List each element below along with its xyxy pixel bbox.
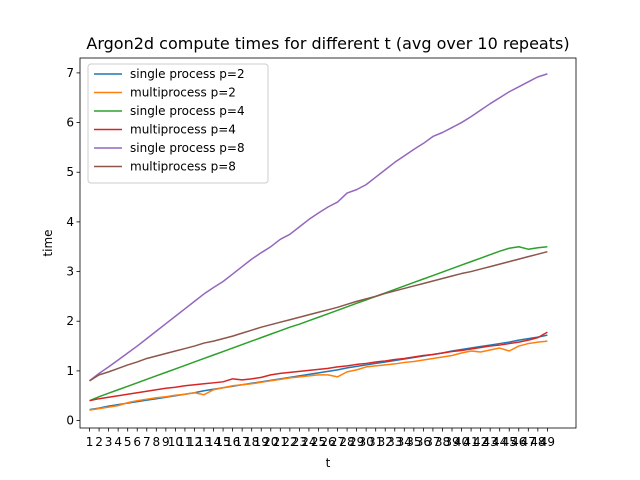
- x-tick-label: 49: [540, 435, 555, 449]
- legend-entry: multiprocess p=2: [130, 86, 236, 100]
- y-tick-label: 7: [66, 66, 74, 80]
- x-tick-label: 8: [152, 435, 160, 449]
- y-tick-label: 4: [66, 215, 74, 229]
- x-tick-label: 10: [168, 435, 183, 449]
- x-tick-label: 46: [511, 435, 526, 449]
- y-tick-label: 5: [66, 165, 74, 179]
- series-line-4: [89, 331, 548, 402]
- x-tick-label: 13: [196, 435, 211, 449]
- x-tick-label: 24: [301, 435, 316, 449]
- x-tick-label: 27: [330, 435, 345, 449]
- x-tick-label: 2: [95, 435, 103, 449]
- x-tick-label: 20: [263, 435, 278, 449]
- x-tick-label: 29: [349, 435, 364, 449]
- legend-entry: single process p=4: [130, 104, 245, 118]
- x-tick-label: 25: [311, 435, 326, 449]
- x-tick-label: 30: [359, 435, 374, 449]
- y-tick-label: 6: [66, 116, 74, 130]
- x-tick-label: 32: [378, 435, 393, 449]
- x-tick-label: 12: [187, 435, 202, 449]
- x-tick-label: 33: [387, 435, 402, 449]
- y-tick-label: 1: [66, 364, 74, 378]
- x-tick-label: 5: [124, 435, 132, 449]
- x-tick-label: 31: [368, 435, 383, 449]
- x-tick-label: 1: [86, 435, 94, 449]
- x-tick-label: 44: [492, 435, 507, 449]
- x-tick-label: 42: [473, 435, 488, 449]
- legend-entry: multiprocess p=8: [130, 160, 236, 174]
- series-line-3: [89, 245, 548, 402]
- chart-title: Argon2d compute times for different t (a…: [86, 34, 569, 53]
- x-tick-label: 4: [114, 435, 122, 449]
- x-tick-label: 16: [225, 435, 240, 449]
- legend-entry: single process p=2: [130, 67, 245, 81]
- legend: single process p=2 multiprocess p=2 single…: [87, 63, 269, 184]
- y-tick-label: 3: [66, 265, 74, 279]
- x-tick-label: 7: [143, 435, 151, 449]
- x-tick-label: 45: [502, 435, 517, 449]
- y-tick-label: 2: [66, 314, 74, 328]
- series-line-5: [89, 73, 548, 382]
- x-tick-label: 22: [282, 435, 297, 449]
- x-tick-label: 38: [435, 435, 450, 449]
- x-tick-label: 36: [416, 435, 431, 449]
- series-lines: [89, 73, 548, 411]
- x-tick-label: 47: [521, 435, 536, 449]
- x-tick-label: 37: [425, 435, 440, 449]
- x-tick-label: 14: [206, 435, 221, 449]
- x-axis-label: t: [326, 456, 331, 470]
- x-tick-label: 6: [133, 435, 141, 449]
- x-tick-label: 26: [320, 435, 335, 449]
- legend-box: [87, 63, 269, 184]
- x-tick-label: 41: [463, 435, 478, 449]
- series-line-2: [89, 340, 548, 411]
- x-tick-label: 17: [235, 435, 250, 449]
- x-tick-label: 35: [406, 435, 421, 449]
- x-tick-label: 23: [292, 435, 307, 449]
- x-tick-label: 9: [162, 435, 170, 449]
- legend-entry: multiprocess p=4: [130, 123, 236, 137]
- y-axis-ticks: 0 1 2 3 4 5 6 7: [66, 66, 80, 428]
- legend-entry: single process p=8: [130, 141, 245, 155]
- x-tick-label: 18: [244, 435, 259, 449]
- x-tick-label: 3: [105, 435, 113, 449]
- x-tick-label: 11: [177, 435, 192, 449]
- y-tick-label: 0: [66, 414, 74, 428]
- x-tick-label: 39: [444, 435, 459, 449]
- series-line-6: [89, 250, 548, 382]
- y-axis-label: time: [41, 229, 55, 256]
- x-tick-label: 19: [254, 435, 269, 449]
- x-tick-label: 28: [339, 435, 354, 449]
- x-tick-label: 15: [215, 435, 230, 449]
- x-tick-label: 40: [454, 435, 469, 449]
- x-tick-label: 43: [483, 435, 498, 449]
- x-tick-label: 21: [273, 435, 288, 449]
- x-tick-label: 34: [397, 435, 412, 449]
- x-axis-ticks: 1 2 3 4 5 6 7 8 91011121314151617181920212223242…: [86, 428, 555, 449]
- x-tick-label: 48: [530, 435, 545, 449]
